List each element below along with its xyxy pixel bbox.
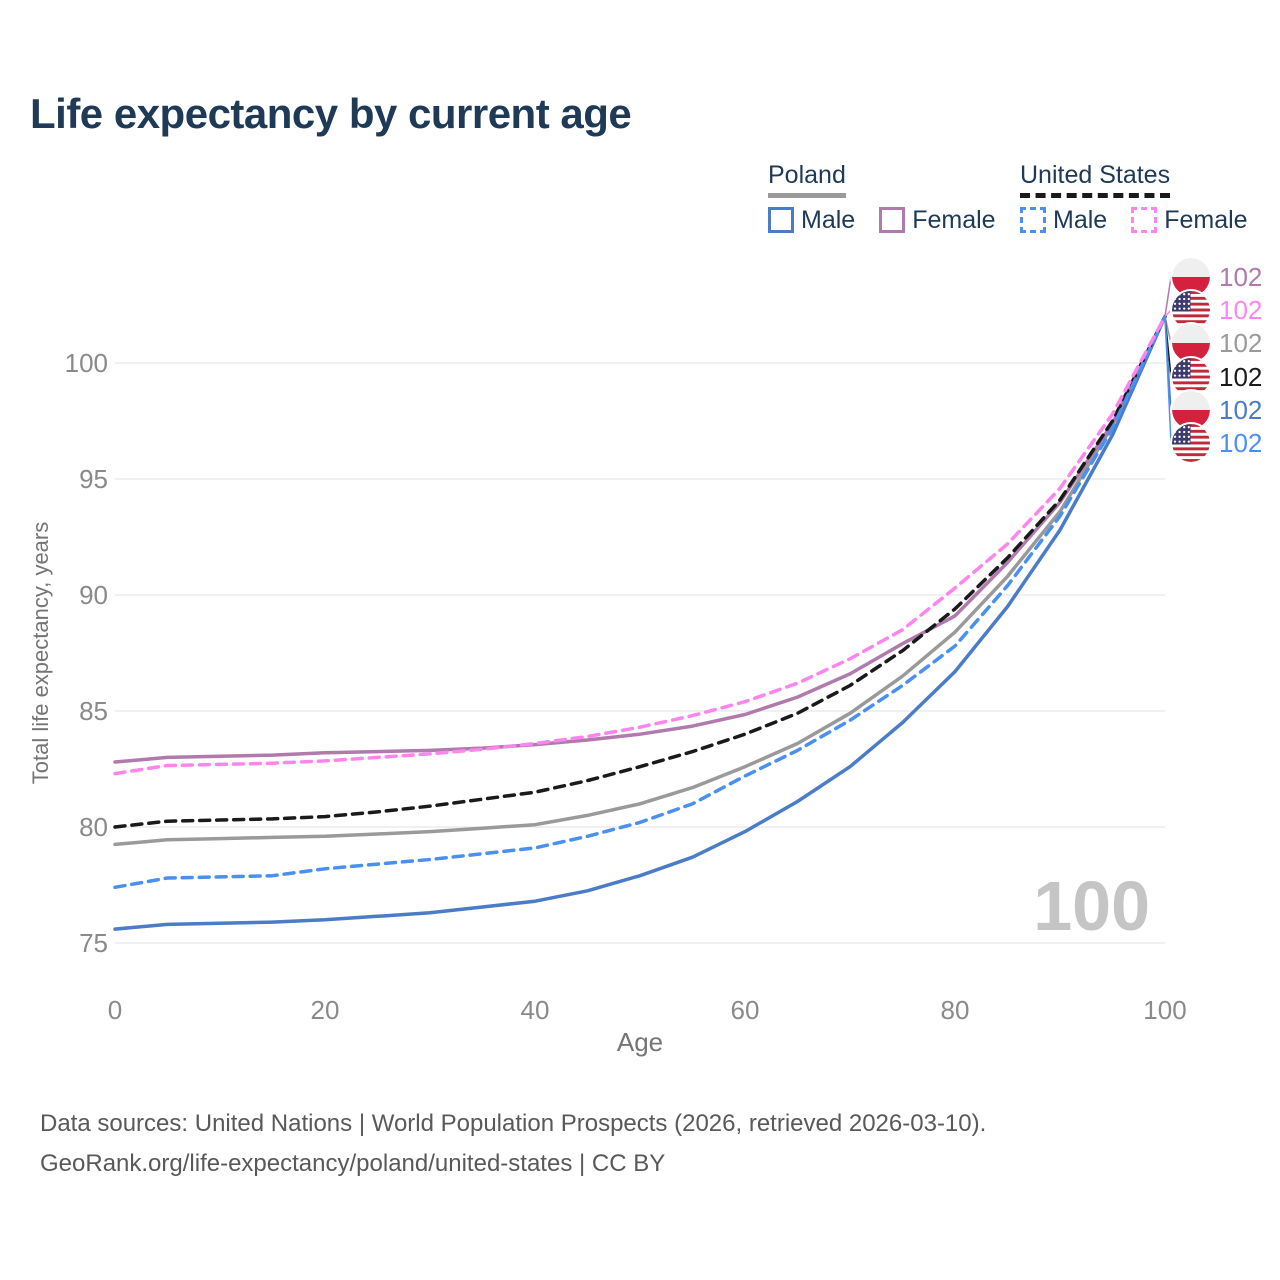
legend-group-poland: Poland Male Female — [768, 161, 996, 235]
end-value-label: 102 — [1219, 327, 1263, 358]
legend-label: Female — [912, 205, 996, 234]
y-axis-title: Total life expectancy, years — [28, 522, 53, 785]
y-tick-label-75: 75 — [79, 928, 108, 958]
series-line-united-states-male[interactable] — [113, 314, 1167, 890]
x-axis-title: Age — [617, 1027, 663, 1057]
us-flag-icon — [1172, 424, 1210, 462]
legend-item-us-male[interactable]: Male — [1020, 206, 1107, 235]
series-line-poland-male[interactable] — [113, 314, 1167, 931]
us-male-swatch-icon — [1020, 207, 1046, 233]
attribution-line: GeoRank.org/life-expectancy/poland/unite… — [40, 1150, 666, 1177]
footer: Data sources: United Nations | World Pop… — [40, 1104, 986, 1184]
end-label-united-states-both-sexes: 102 — [1172, 357, 1262, 397]
end-label-united-states-male: 102 — [1172, 423, 1262, 463]
poland-female-swatch-icon — [879, 207, 906, 233]
legend-header-united-states[interactable]: United States — [1020, 161, 1171, 198]
series-line-united-states-female[interactable] — [113, 314, 1167, 776]
series-line-united-states-both-sexes[interactable] — [113, 314, 1167, 829]
x-tick-label-60: 60 — [731, 995, 760, 1025]
end-value-label: 102 — [1219, 427, 1263, 458]
end-label-poland-male: 102 — [1172, 390, 1262, 430]
poland-flag-icon — [1172, 258, 1210, 296]
y-tick-label-95: 95 — [79, 464, 108, 494]
data-source-line: Data sources: United Nations | World Pop… — [40, 1110, 987, 1137]
poland-flag-icon — [1172, 391, 1210, 429]
x-tick-label-20: 20 — [311, 995, 340, 1025]
x-tick-label-40: 40 — [521, 995, 550, 1025]
us-female-swatch-icon — [1131, 207, 1158, 233]
end-value-label: 102 — [1219, 261, 1263, 292]
x-tick-label-100: 100 — [1143, 995, 1186, 1025]
legend-item-poland-female[interactable]: Female — [879, 205, 996, 235]
end-value-label: 102 — [1219, 361, 1263, 392]
y-tick-label-80: 80 — [79, 812, 108, 842]
end-label-poland-both-sexes: 102 — [1172, 323, 1262, 363]
age-ticker-watermark: 100 — [1033, 867, 1150, 945]
end-label-united-states-female: 102 — [1172, 290, 1262, 330]
x-tick-label-0: 0 — [108, 995, 122, 1025]
series-line-poland-female[interactable] — [113, 314, 1167, 764]
legend-item-poland-male[interactable]: Male — [768, 206, 855, 235]
us-flag-icon — [1172, 358, 1210, 396]
poland-male-swatch-icon — [768, 207, 794, 233]
end-label-poland-female: 102 — [1172, 257, 1262, 297]
legend-group-united-states: United States Male Female — [1020, 161, 1248, 235]
page-title: Life expectancy by current age — [30, 90, 632, 137]
legend-label: Male — [1053, 205, 1108, 234]
legend-label: Male — [801, 205, 856, 234]
series-line-poland-both-sexes[interactable] — [113, 314, 1167, 847]
legend-label: Female — [1164, 205, 1248, 234]
y-tick-label-90: 90 — [79, 580, 108, 610]
end-value-label: 102 — [1219, 394, 1263, 425]
x-tick-label-80: 80 — [941, 995, 970, 1025]
poland-flag-icon — [1172, 324, 1210, 362]
us-flag-icon — [1172, 291, 1210, 329]
legend-item-us-female[interactable]: Female — [1131, 205, 1248, 235]
y-tick-label-100: 100 — [65, 348, 108, 378]
y-tick-label-85: 85 — [79, 696, 108, 726]
legend-header-poland[interactable]: Poland — [768, 161, 846, 198]
end-value-label: 102 — [1219, 294, 1263, 325]
